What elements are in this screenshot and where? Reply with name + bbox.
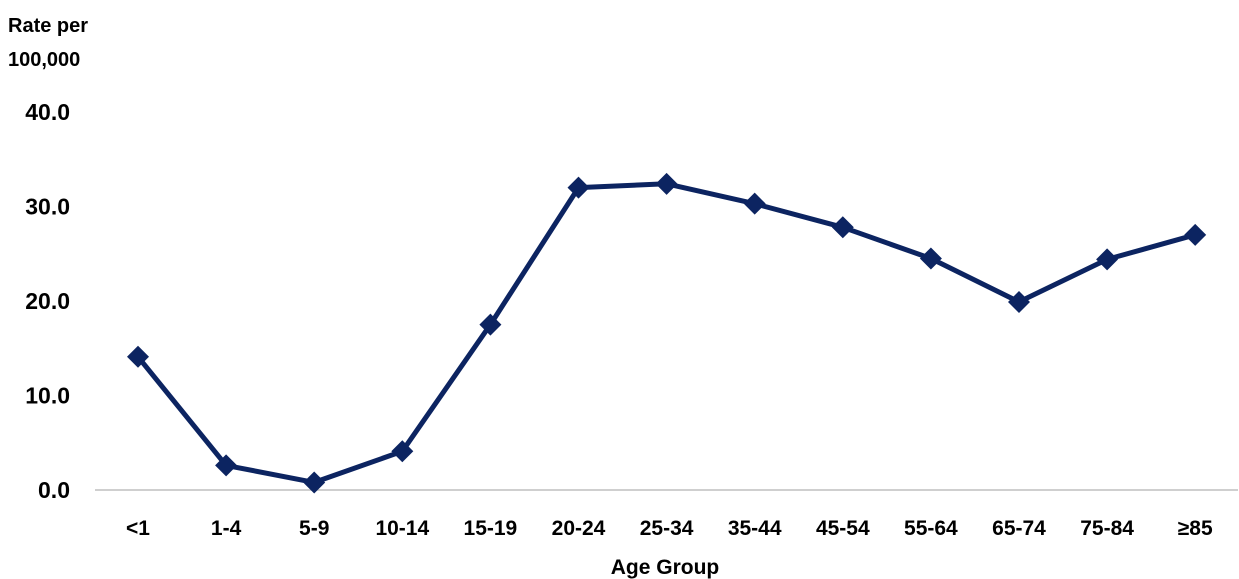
data-point-marker xyxy=(303,471,326,494)
x-tick-label: 5-9 xyxy=(299,517,329,540)
x-tick-label: <1 xyxy=(126,517,150,540)
data-point-marker xyxy=(391,440,414,463)
y-axis-ticks: 0.0 10.0 20.0 30.0 40.0 xyxy=(25,99,70,503)
y-axis-title-line-2: 100,000 xyxy=(8,49,80,71)
data-point-marker xyxy=(1184,223,1207,246)
y-tick-label: 0.0 xyxy=(38,477,70,503)
data-point-marker xyxy=(655,172,678,195)
data-point-marker xyxy=(215,454,238,477)
x-axis-title: Age Group xyxy=(611,556,720,579)
data-point-marker xyxy=(1008,290,1030,313)
y-tick-label: 10.0 xyxy=(25,383,70,409)
x-tick-label: 55-64 xyxy=(904,517,958,540)
data-point-marker xyxy=(567,176,590,199)
y-tick-label: 30.0 xyxy=(25,194,70,220)
x-tick-label: 20-24 xyxy=(552,517,606,540)
x-tick-label: 10-14 xyxy=(375,517,429,540)
x-tick-label: 25-34 xyxy=(640,517,694,540)
x-tick-label: 75-84 xyxy=(1080,517,1134,540)
data-point-marker xyxy=(479,313,502,336)
data-markers xyxy=(127,172,1207,494)
y-tick-label: 20.0 xyxy=(25,288,70,314)
x-tick-label: 15-19 xyxy=(464,517,518,540)
x-tick-label: 65-74 xyxy=(992,517,1046,540)
data-point-marker xyxy=(1096,248,1119,271)
x-tick-label: ≥85 xyxy=(1178,517,1213,540)
data-point-marker xyxy=(831,216,854,239)
x-tick-label: 1-4 xyxy=(211,517,242,540)
x-tick-label: 45-54 xyxy=(816,517,870,540)
x-axis-ticks: <1 1-4 5-9 10-14 15-19 20-24 25-34 35-44 45-54 55… xyxy=(126,517,1213,540)
y-axis-title-line-1: Rate per xyxy=(8,15,88,37)
series-line xyxy=(136,181,1196,485)
y-tick-label: 40.0 xyxy=(25,99,70,125)
data-point-marker xyxy=(743,192,766,215)
x-tick-label: 35-44 xyxy=(728,517,782,540)
data-point-marker xyxy=(127,345,149,368)
data-point-marker xyxy=(919,247,942,270)
